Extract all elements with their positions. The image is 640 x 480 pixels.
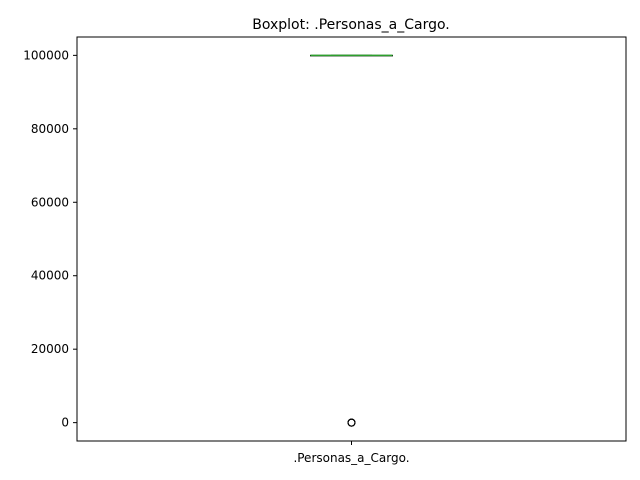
y-tick-label: 80000 xyxy=(31,122,69,136)
plot-area: 0 20000 40000 60000 80000 100000 .Personas_a_C… xyxy=(23,36,627,465)
plot-frame xyxy=(76,36,627,442)
y-tick-label: 0 xyxy=(61,416,69,430)
y-tick-label: 100000 xyxy=(23,48,69,62)
x-tick-label: .Personas_a_Cargo. xyxy=(293,451,409,465)
y-tick-label: 60000 xyxy=(31,195,69,209)
outlier-point xyxy=(347,418,356,427)
y-tick-label: 40000 xyxy=(31,269,69,283)
y-tick-label: 20000 xyxy=(31,342,69,356)
chart-title: Boxplot: .Personas_a_Cargo. xyxy=(252,17,450,33)
